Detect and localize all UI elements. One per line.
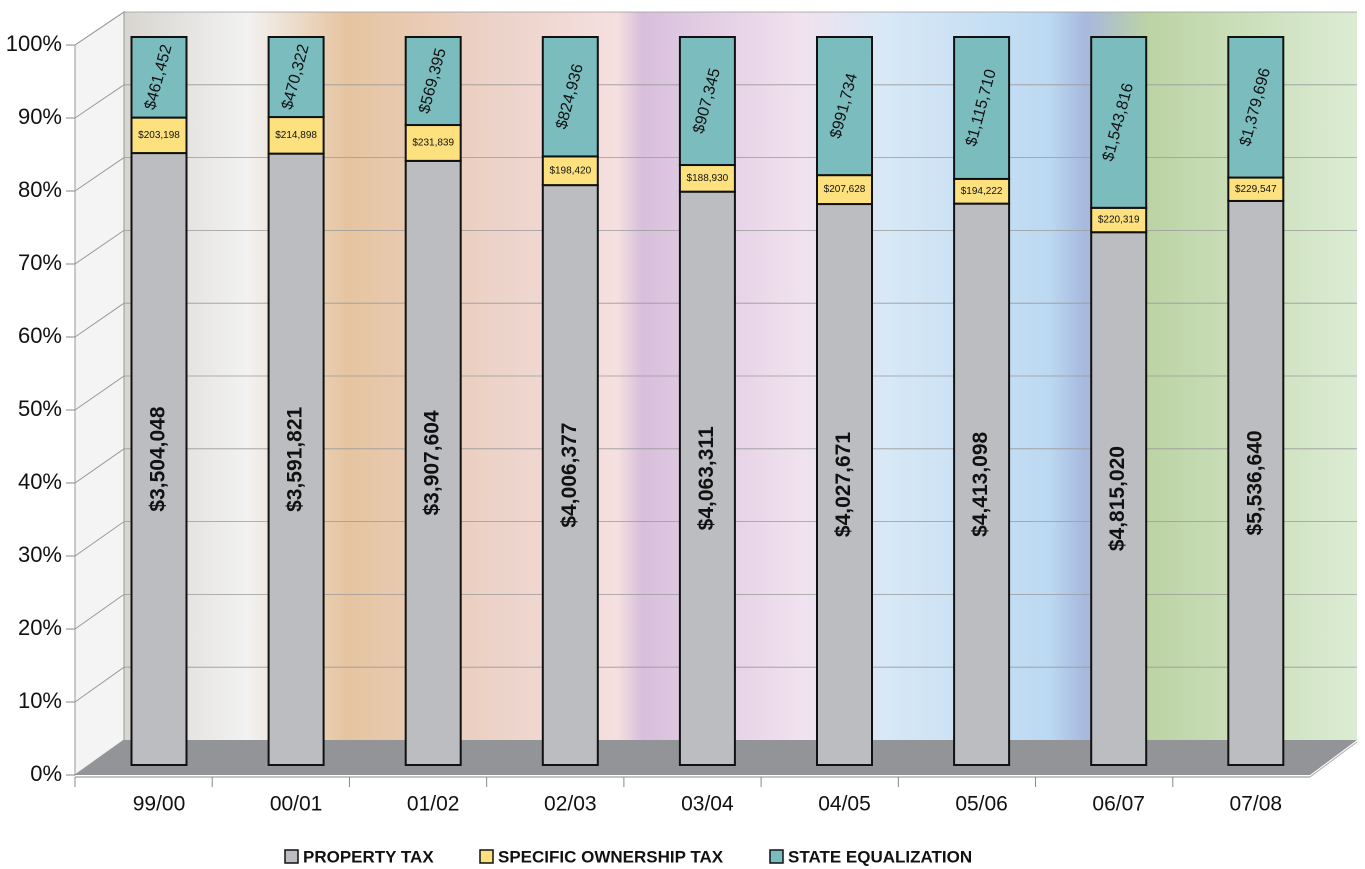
bar-segment [953, 177, 1011, 205]
value-label: $4,063,311 [695, 426, 718, 530]
y-tick-label: 100% [6, 31, 62, 56]
grid-line [74, 229, 125, 265]
x-tick-label: 00/01 [270, 793, 323, 816]
grid-line [74, 739, 125, 776]
grid-line [74, 157, 125, 192]
value-label: $194,222 [961, 186, 1003, 197]
value-label: $5,536,640 [1243, 430, 1266, 535]
bar-segment [404, 36, 462, 127]
bar-segment [1090, 36, 1148, 209]
grid-line [74, 375, 125, 411]
x-tick-label: 05/06 [955, 793, 1008, 816]
value-label: $231,839 [412, 138, 454, 149]
value-label: $188,930 [687, 173, 729, 184]
y-tick-label: 90% [18, 104, 62, 129]
value-label: $220,319 [1098, 215, 1140, 226]
value-label: $3,907,604 [421, 410, 444, 515]
x-tick-label: 02/03 [544, 793, 597, 816]
y-tick-label: 70% [18, 250, 62, 275]
x-tick-label: 01/02 [407, 793, 460, 816]
bar-segment [816, 36, 873, 177]
value-label: $3,504,048 [147, 406, 170, 511]
grid-line [74, 302, 125, 338]
legend: PROPERTY TAX SPECIFIC OWNERSHIP TAX STATE … [284, 847, 972, 866]
x-tick-label: 06/07 [1092, 793, 1145, 816]
y-tick-label: 30% [18, 542, 62, 567]
bar-segment [404, 124, 462, 162]
x-tick-label: 07/08 [1230, 793, 1283, 816]
bar-segment [953, 202, 1011, 766]
x-tick-label: 04/05 [818, 793, 871, 816]
y-tick-label: 20% [18, 615, 62, 640]
legend-label: SPECIFIC OWNERSHIP TAX [498, 847, 724, 866]
x-tick-label: 99/00 [133, 793, 186, 816]
legend-swatch [284, 849, 299, 864]
y-tick-label: 60% [18, 323, 62, 348]
grid-line [74, 448, 125, 484]
value-label: $4,815,020 [1106, 446, 1129, 551]
bar-segment [541, 36, 599, 158]
grid-line [74, 666, 125, 703]
value-label: $214,898 [275, 130, 317, 141]
value-label: $203,198 [138, 130, 180, 141]
bar-segment [267, 152, 325, 766]
bar-segment [816, 203, 873, 766]
bar-segment [267, 36, 325, 119]
value-label: $4,027,671 [832, 432, 855, 537]
bar-segment [541, 184, 599, 767]
legend-label: PROPERTY TAX [303, 847, 434, 866]
y-tick-label: 40% [18, 469, 62, 494]
value-label: $3,591,821 [284, 406, 307, 511]
value-label: $229,547 [1235, 184, 1277, 195]
value-label: $207,628 [824, 184, 866, 195]
y-tick-label: 80% [18, 177, 62, 202]
grid-line [74, 11, 125, 46]
grid-line [74, 521, 125, 557]
y-tick-label: 50% [18, 396, 62, 421]
bar-segment [1090, 231, 1148, 767]
floor-edge [1309, 741, 1358, 778]
bar-segment [678, 190, 736, 766]
legend-label: STATE EQUALIZATION [788, 847, 972, 866]
bar-segment [404, 159, 462, 766]
value-label: $198,420 [549, 165, 591, 176]
bar-segment [1227, 36, 1285, 179]
legend-swatch [769, 849, 784, 864]
x-tick-label: 03/04 [681, 793, 734, 816]
grid-line [74, 84, 125, 119]
legend-swatch [479, 849, 494, 864]
grid [66, 11, 1357, 776]
bars: $3,504,048$203,198$461,452$3,591,821$214… [130, 36, 1285, 767]
value-label: $4,006,377 [558, 423, 581, 528]
bar-segment [130, 36, 188, 119]
y-tick-label: 10% [18, 688, 62, 713]
bar-segment [953, 36, 1011, 180]
bar-segment [1227, 199, 1285, 767]
y-tick-label: 0% [30, 761, 62, 786]
value-label: $4,413,098 [969, 431, 992, 536]
grid-line [74, 593, 125, 630]
bar-segment [678, 36, 736, 167]
